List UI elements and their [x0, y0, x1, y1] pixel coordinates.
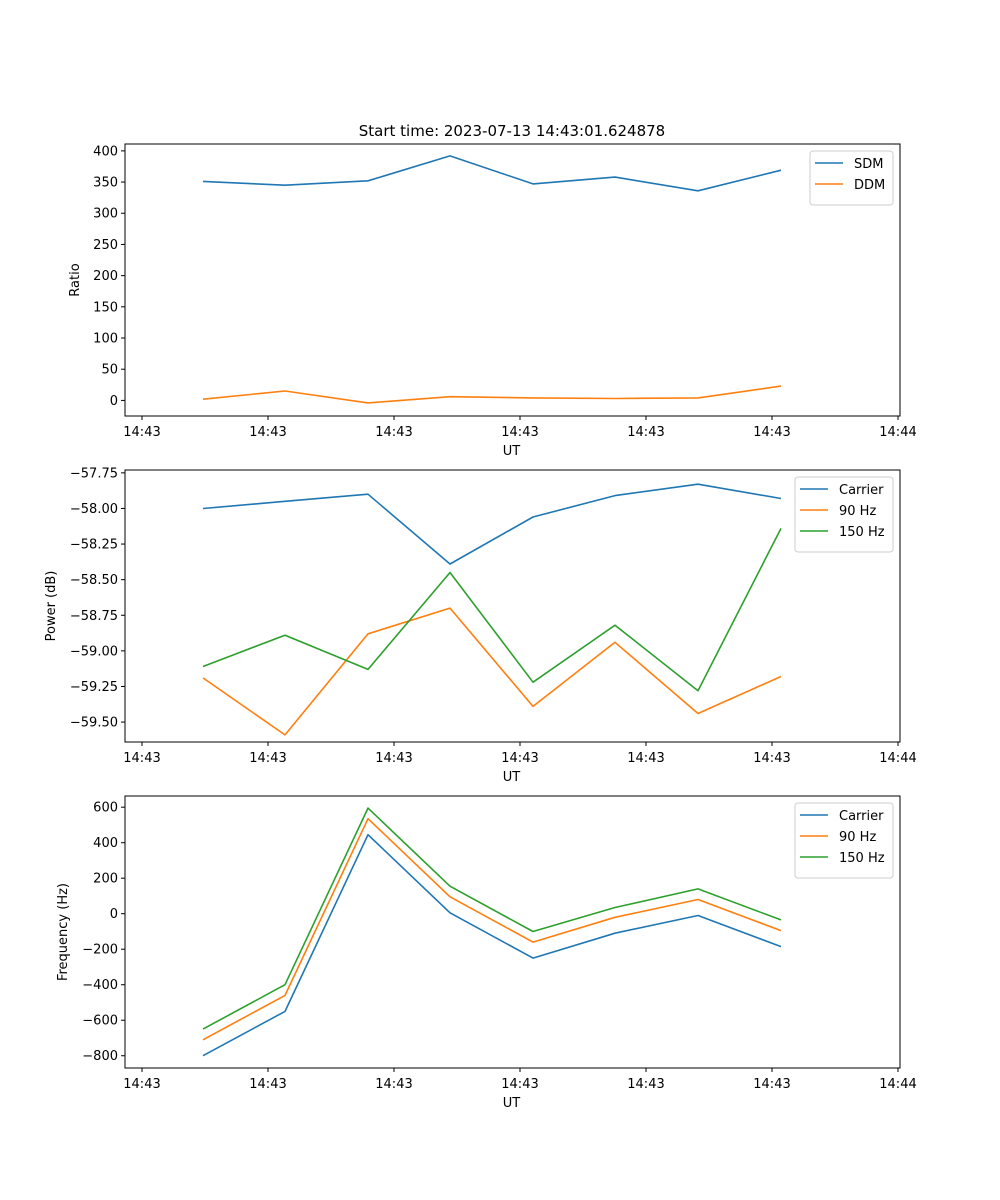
figure-title: Start time: 2023-07-13 14:43:01.624878 [359, 122, 665, 140]
series-line-sdm [202, 155, 782, 192]
y-tick-label: −58.00 [70, 502, 118, 517]
y-tick-label: 600 [93, 801, 118, 816]
x-tick-label: 14:43 [375, 751, 412, 766]
legend-entry: 150 Hz [839, 525, 885, 540]
y-tick-label: 150 [93, 300, 118, 315]
x-tick-label: 14:43 [501, 751, 538, 766]
x-tick-label: 14:43 [375, 425, 412, 440]
legend-entry: Carrier [839, 809, 884, 824]
x-tick-label: 14:43 [123, 1077, 160, 1092]
y-axis-label: Frequency (Hz) [56, 883, 71, 981]
y-tick-label: 0 [110, 907, 118, 922]
y-tick-label: −600 [82, 1014, 118, 1029]
y-tick-label: 350 [93, 176, 118, 191]
series-line-ddm [202, 385, 782, 404]
y-tick-label: −57.75 [70, 466, 118, 481]
legend-box [794, 476, 894, 553]
y-tick-label: 400 [93, 144, 118, 159]
legend-box [809, 150, 894, 206]
panel-2: 14:43 14:43 14:43 14:43 14:43 14:43 14:44 −59.5… [44, 466, 917, 785]
y-tick-label: −400 [82, 978, 118, 993]
legend: Carrier 90 Hz 150 Hz [794, 476, 894, 553]
y-tick-label: 100 [93, 332, 118, 347]
y-tick-label: 0 [110, 394, 118, 409]
legend-entry: 150 Hz [839, 851, 885, 866]
x-tick-label: 14:44 [879, 751, 916, 766]
y-tick-label: −58.50 [70, 573, 118, 588]
y-tick-label: −58.75 [70, 609, 118, 624]
x-axis-label: UT [503, 444, 521, 459]
x-tick-label: 14:43 [249, 425, 286, 440]
y-tick-label: −200 [82, 943, 118, 958]
y-tick-label: −59.25 [70, 680, 118, 695]
y-tick-label: 400 [93, 836, 118, 851]
x-tick-label: 14:43 [627, 425, 664, 440]
y-tick-label: 300 [93, 207, 118, 222]
y-tick-label: −59.00 [70, 644, 118, 659]
y-tick-label: 250 [93, 238, 118, 253]
x-axis-label: UT [503, 1096, 521, 1111]
x-tick-label: 14:43 [123, 425, 160, 440]
y-tick-label: 50 [101, 363, 118, 378]
y-tick-label: −800 [82, 1049, 118, 1064]
y-axis-label: Ratio [68, 263, 83, 296]
series-line-90-hz [202, 607, 782, 736]
x-tick-label: 14:43 [123, 751, 160, 766]
x-tick-label: 14:43 [375, 1077, 412, 1092]
series-line-carrier [202, 833, 782, 1057]
x-tick-label: 14:43 [627, 1077, 664, 1092]
legend-entry: DDM [854, 178, 885, 193]
legend-entry: Carrier [839, 483, 884, 498]
axes-frame [124, 143, 901, 417]
x-tick-label: 14:44 [879, 1077, 916, 1092]
axes-frame [124, 469, 901, 743]
series-line-90-hz [202, 817, 782, 1041]
axes-frame [124, 795, 901, 1069]
x-tick-label: 14:43 [249, 1077, 286, 1092]
legend-entry: SDM [854, 157, 883, 172]
y-tick-label: 200 [93, 872, 118, 887]
x-tick-label: 14:43 [753, 751, 790, 766]
x-tick-label: 14:43 [753, 1077, 790, 1092]
x-tick-label: 14:43 [627, 751, 664, 766]
legend: Carrier 90 Hz 150 Hz [794, 802, 894, 879]
series-line-carrier [202, 483, 782, 565]
y-tick-label: 200 [93, 269, 118, 284]
series-line-150-hz [202, 807, 782, 1030]
x-tick-label: 14:43 [501, 1077, 538, 1092]
x-tick-label: 14:43 [753, 425, 790, 440]
panel-3: 14:43 14:43 14:43 14:43 14:43 14:43 14:44 −800 −… [56, 795, 917, 1111]
y-axis-label: Power (dB) [44, 571, 59, 642]
x-tick-label: 14:43 [249, 751, 286, 766]
x-tick-label: 14:44 [879, 425, 916, 440]
legend-entry: 90 Hz [839, 504, 876, 519]
y-tick-label: −59.50 [70, 716, 118, 731]
y-tick-label: −58.25 [70, 538, 118, 553]
legend-entry: 90 Hz [839, 830, 876, 845]
panel-1: 14:43 14:43 14:43 14:43 14:43 14:43 14:44 0 50 10… [68, 143, 917, 459]
legend: SDM DDM [809, 150, 894, 206]
series-line-150-hz [202, 528, 782, 692]
x-axis-label: UT [503, 770, 521, 785]
x-tick-label: 14:43 [501, 425, 538, 440]
legend-box [794, 802, 894, 879]
